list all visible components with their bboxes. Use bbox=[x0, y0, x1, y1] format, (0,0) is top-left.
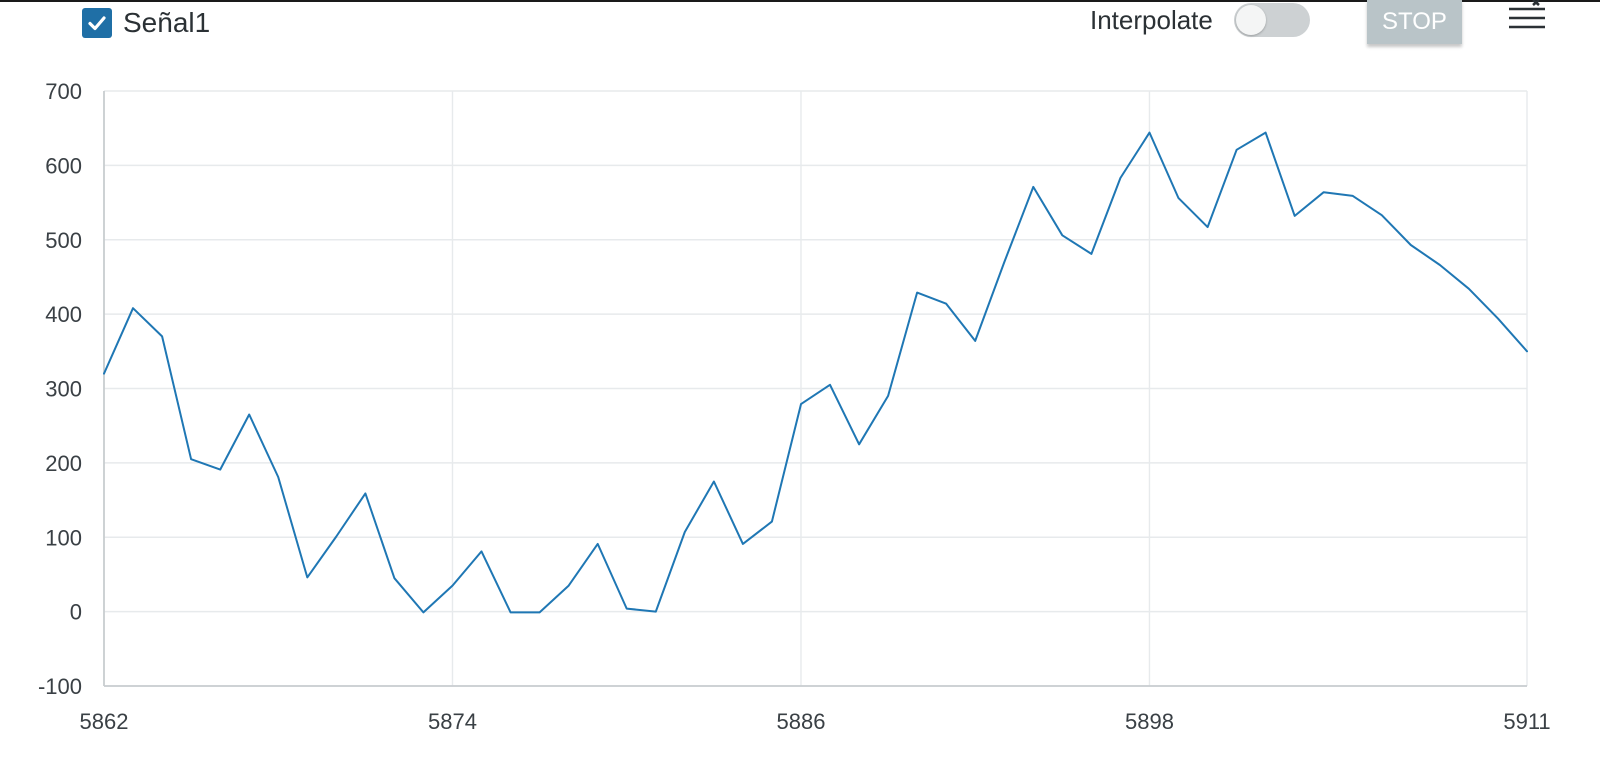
x-tick-label: 5911 bbox=[1503, 709, 1550, 734]
y-tick-label: 700 bbox=[45, 79, 82, 104]
x-tick-label: 5886 bbox=[777, 709, 826, 734]
checkmark-icon bbox=[88, 16, 106, 31]
y-tick-label: 200 bbox=[45, 451, 82, 476]
toggle-knob bbox=[1235, 5, 1266, 35]
list-clear-icon bbox=[1509, 0, 1545, 29]
y-tick-label: 0 bbox=[70, 600, 82, 625]
x-tick-label: 5862 bbox=[80, 709, 129, 734]
interpolate-label: Interpolate bbox=[1090, 4, 1213, 35]
y-tick-label: 600 bbox=[45, 153, 82, 178]
y-tick-label: 300 bbox=[45, 377, 82, 402]
y-tick-label: -100 bbox=[38, 674, 82, 699]
x-tick-label: 5898 bbox=[1125, 709, 1174, 734]
series-label: Señal1 bbox=[123, 7, 211, 38]
x-tick-label: 5874 bbox=[428, 709, 477, 734]
y-tick-label: 500 bbox=[45, 228, 82, 253]
legend-series-toggle[interactable]: Señal1 bbox=[82, 4, 210, 42]
series-line bbox=[103, 131, 1528, 614]
stop-button[interactable]: STOP bbox=[1367, 0, 1462, 44]
toolbar: Señal1 Interpolate STOP bbox=[0, 0, 1600, 48]
window-top-border bbox=[0, 0, 1600, 2]
y-tick-label: 400 bbox=[45, 302, 82, 327]
series-checkbox[interactable] bbox=[82, 8, 112, 38]
y-tick-label: 100 bbox=[45, 525, 82, 550]
interpolate-toggle[interactable] bbox=[1233, 3, 1310, 37]
interpolate-control: Interpolate bbox=[1090, 2, 1310, 38]
clear-output-button[interactable] bbox=[1505, 0, 1549, 36]
